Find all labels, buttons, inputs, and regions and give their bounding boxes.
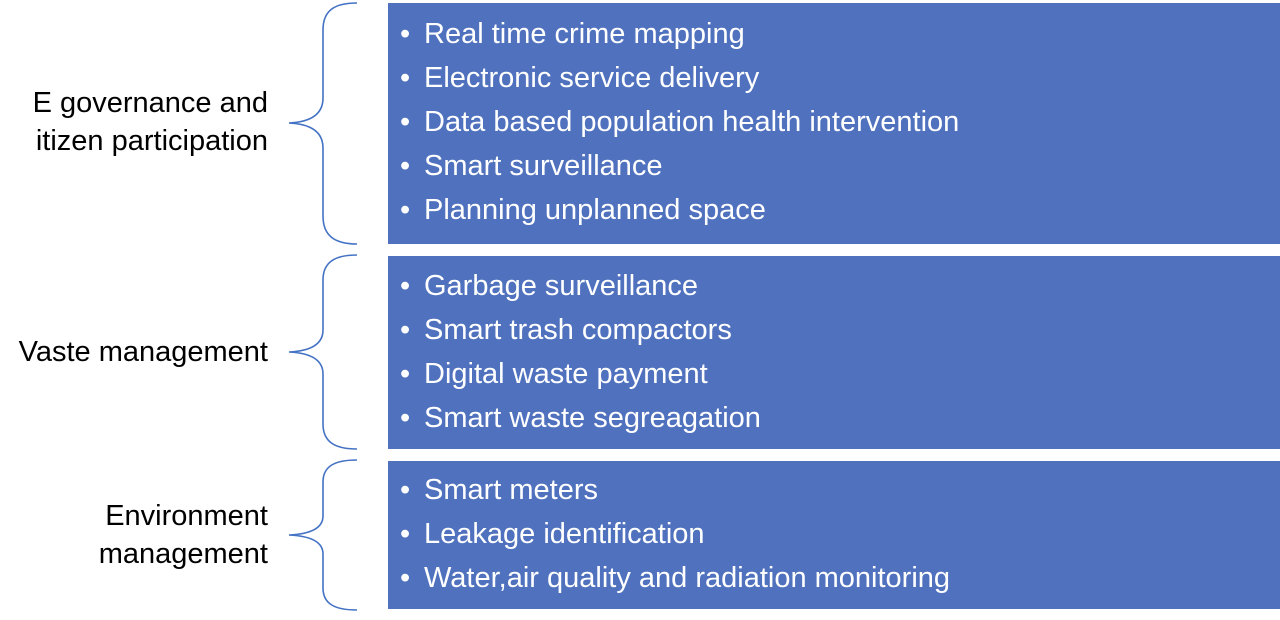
group-label-line: management	[98, 538, 268, 570]
list-item-text: Planning unplanned space	[424, 194, 766, 226]
list-item-text: Leakage identification	[424, 518, 705, 550]
list-item: • Smart surveillance	[400, 144, 1280, 188]
list-item: • Data based population health interventi…	[400, 100, 1280, 144]
list-item-text: Smart surveillance	[424, 150, 663, 182]
curly-brace-environment-management	[288, 459, 358, 611]
bullet-icon: •	[400, 106, 411, 138]
bullet-icon: •	[400, 314, 411, 346]
items-list: • Real time crime mapping • Electronic ser…	[400, 12, 1280, 232]
list-item-text: Smart meters	[424, 474, 599, 506]
list-item: • Smart meters	[400, 468, 1280, 512]
list-item-text: Smart waste segreagation	[424, 402, 761, 434]
list-item: • Smart trash compactors	[400, 308, 1280, 352]
bullet-icon: •	[400, 62, 411, 94]
group-label-line: Environment	[105, 500, 268, 532]
list-item: • Planning unplanned space	[400, 188, 1280, 232]
list-item: • Leakage identification	[400, 512, 1280, 556]
list-item-text: Electronic service delivery	[424, 62, 760, 94]
list-item-text: Smart trash compactors	[424, 314, 732, 346]
list-item: • Water,air quality and radiation monitor…	[400, 556, 1280, 600]
bullet-icon: •	[400, 150, 411, 182]
list-item-text: Digital waste payment	[424, 358, 708, 390]
bullet-icon: •	[400, 18, 411, 50]
curly-brace-e-governance	[288, 2, 358, 245]
bullet-icon: •	[400, 270, 411, 302]
items-box-waste-management: • Garbage surveillance • Smart trash compa…	[388, 256, 1280, 449]
list-item-text: Garbage surveillance	[424, 270, 699, 302]
list-item: • Smart waste segreagation	[400, 396, 1280, 440]
list-item: • Electronic service delivery	[400, 56, 1280, 100]
items-box-environment-management: • Smart meters • Leakage identification • W…	[388, 461, 1280, 609]
list-item-text: Data based population health interventio…	[424, 106, 960, 138]
bullet-icon: •	[400, 474, 411, 506]
bullet-icon: •	[400, 358, 411, 390]
items-list: • Garbage surveillance • Smart trash compa…	[400, 264, 1280, 440]
group-label-line: itizen participation	[35, 125, 268, 157]
list-item: • Garbage surveillance	[400, 264, 1280, 308]
bullet-icon: •	[400, 194, 411, 226]
group-label-environment-management: Environment management	[99, 497, 268, 573]
group-label-e-governance: E governance and itizen participation	[33, 84, 268, 160]
list-item-text: Real time crime mapping	[424, 18, 745, 50]
group-label-line: E governance and	[32, 87, 268, 119]
bullet-icon: •	[400, 402, 411, 434]
bullet-icon: •	[400, 518, 411, 550]
curly-brace-waste-management	[288, 254, 358, 450]
list-item-text: Water,air quality and radiation monitori…	[424, 562, 951, 594]
items-list: • Smart meters • Leakage identification • W…	[400, 468, 1280, 600]
group-label-line: Vaste management	[18, 336, 268, 368]
list-item: • Real time crime mapping	[400, 12, 1280, 56]
group-label-waste-management: Vaste management	[19, 333, 268, 371]
items-box-e-governance: • Real time crime mapping • Electronic ser…	[388, 3, 1280, 244]
bullet-icon: •	[400, 562, 411, 594]
list-item: • Digital waste payment	[400, 352, 1280, 396]
